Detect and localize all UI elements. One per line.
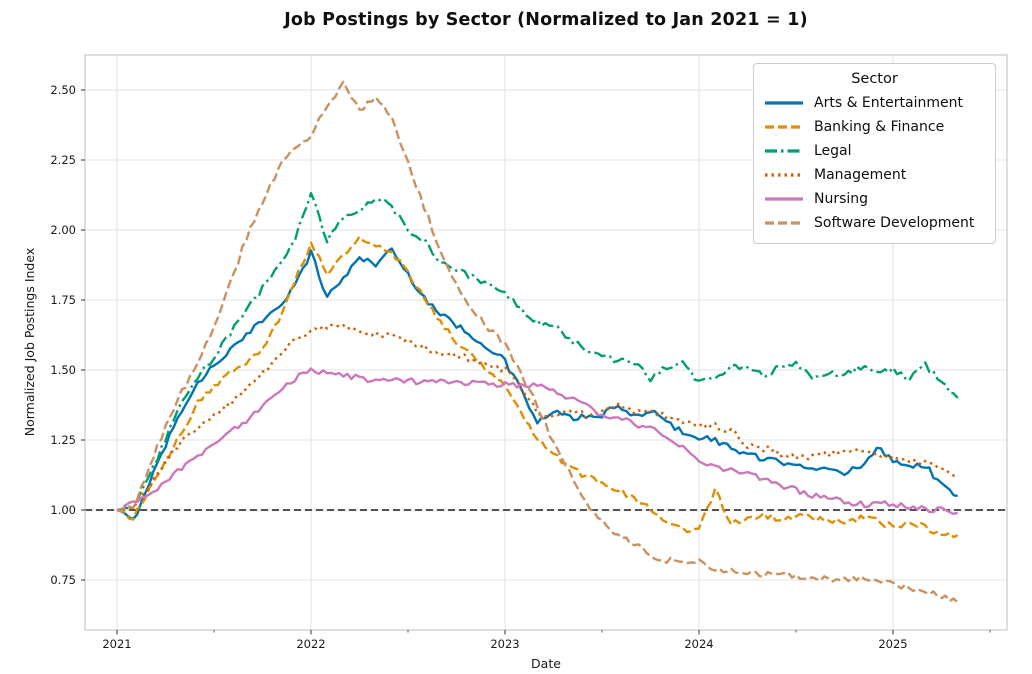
legend-line-swatch xyxy=(765,221,803,225)
y-tick-label-2.25: 2.25 xyxy=(50,153,76,167)
y-tick-label-1.00: 1.00 xyxy=(50,503,76,517)
x-axis-label: Date xyxy=(531,656,561,671)
legend-line-swatch xyxy=(765,125,803,129)
legend-label: Nursing xyxy=(814,191,869,207)
x-tick-label-2022: 2022 xyxy=(296,637,325,651)
y-tick-label-1.50: 1.50 xyxy=(50,363,76,377)
x-tick-label-2024: 2024 xyxy=(684,637,713,651)
legend-item-legal: Legal xyxy=(764,139,985,163)
series-line-management xyxy=(116,323,958,512)
legend-item-management: Management xyxy=(764,163,985,187)
legend-label: Legal xyxy=(814,143,852,159)
y-tick-label-1.25: 1.25 xyxy=(50,433,76,447)
x-tick-label-2023: 2023 xyxy=(490,637,519,651)
series-line-nursing xyxy=(116,367,958,515)
series-line-legal xyxy=(116,191,959,512)
x-tick-label-2021: 2021 xyxy=(102,637,131,651)
series-line-software-development xyxy=(116,80,959,604)
y-tick-label-2.50: 2.50 xyxy=(50,83,76,97)
legend-label: Banking & Finance xyxy=(814,119,945,135)
series-line-arts-entertainment xyxy=(116,247,958,521)
y-tick-label-2.00: 2.00 xyxy=(50,223,76,237)
legend-line-swatch xyxy=(765,173,803,177)
legend-line-swatch xyxy=(765,101,803,105)
plot-frame xyxy=(84,54,1008,631)
legend-line-swatch xyxy=(765,197,803,201)
y-tick-label-0.75: 0.75 xyxy=(50,573,76,587)
legend: Sector Arts & Entertainment Banking & Fin… xyxy=(753,63,996,244)
legend-line-swatch xyxy=(765,149,803,153)
series-line-banking-finance xyxy=(116,235,959,539)
y-axis-label: Normalized Job Postings Index xyxy=(22,247,37,437)
legend-label: Management xyxy=(814,167,907,183)
legend-item-banking-finance: Banking & Finance xyxy=(764,115,985,139)
x-tick-label-2025: 2025 xyxy=(878,637,907,651)
legend-item-arts-entertainment: Arts & Entertainment xyxy=(764,91,985,115)
legend-title: Sector xyxy=(851,71,898,87)
legend-label: Software Development xyxy=(814,215,975,231)
legend-label: Arts & Entertainment xyxy=(814,95,963,111)
legend-items: Arts & Entertainment Banking & Finance Leg… xyxy=(764,91,985,235)
legend-item-software-development: Software Development xyxy=(764,211,985,235)
y-tick-label-1.75: 1.75 xyxy=(50,293,76,307)
chart-title: Job Postings by Sector (Normalized to Ja… xyxy=(284,10,808,30)
legend-item-nursing: Nursing xyxy=(764,187,985,211)
